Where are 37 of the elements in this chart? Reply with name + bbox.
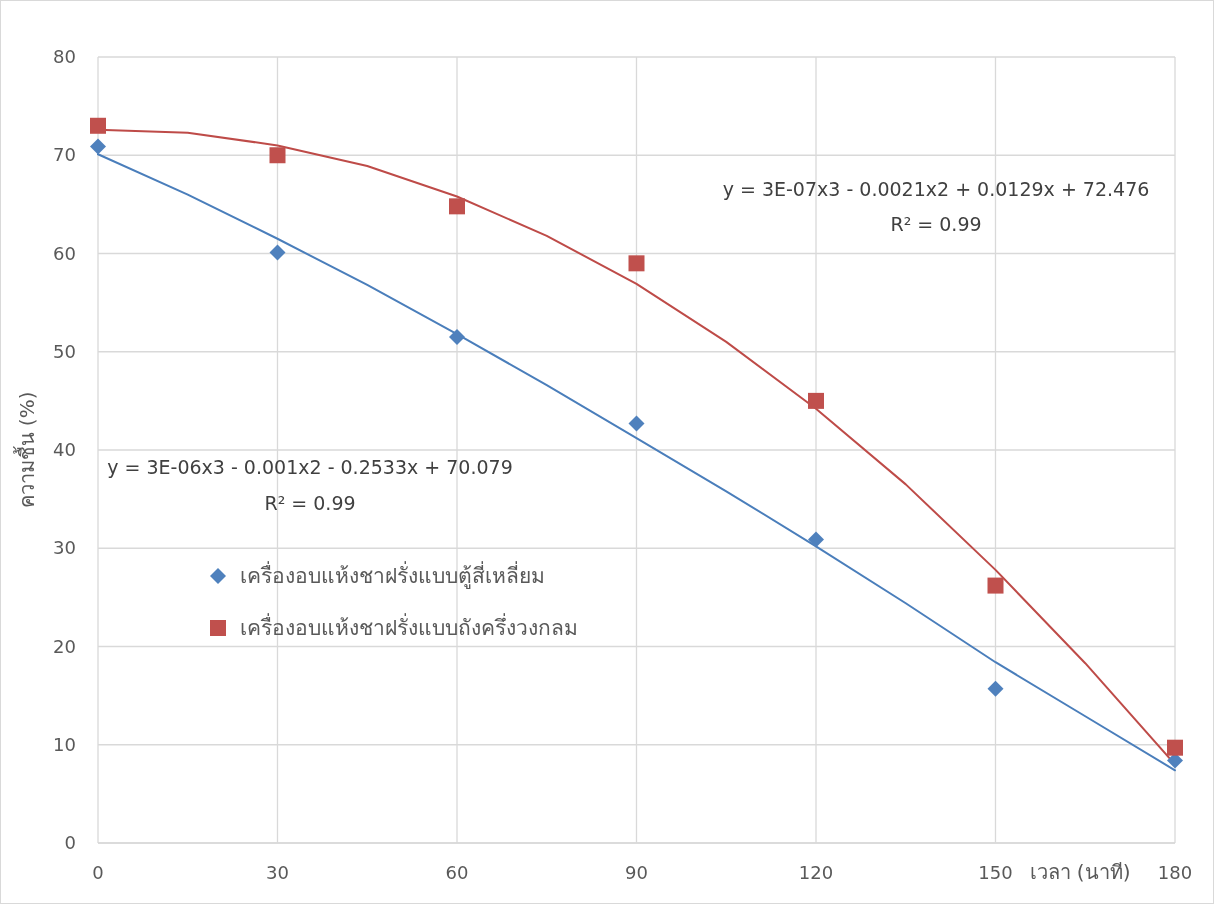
legend-label: เครื่องอบแห้งชาฝรั่งแบบตู้สี่เหลี่ยม xyxy=(240,561,545,589)
point xyxy=(90,138,106,155)
point xyxy=(987,577,1004,594)
point xyxy=(628,415,645,432)
y-tick-label: 10 xyxy=(53,733,76,755)
annotation: R² = 0.99 xyxy=(264,492,356,514)
x-axis-title: เวลา (นาที) xyxy=(1029,860,1131,884)
y-tick-label: 30 xyxy=(53,537,76,559)
point xyxy=(628,255,645,272)
point xyxy=(449,198,465,215)
x-tick-label: 120 xyxy=(798,862,834,883)
x-tick-label: 0 xyxy=(92,862,104,883)
annotation: R² = 0.99 xyxy=(890,213,982,235)
y-tick-label: 0 xyxy=(64,832,76,853)
point xyxy=(449,329,465,346)
y-tick-label: 20 xyxy=(53,635,76,657)
annotation: y = 3E-06x3 - 0.001x2 - 0.2533x + 70.079 xyxy=(107,456,513,478)
annotation: y = 3E-07x3 - 0.0021x2 + 0.0129x + 72.476 xyxy=(722,178,1150,200)
x-tick-label: 90 xyxy=(625,862,648,883)
y-tick-label: 80 xyxy=(53,46,76,67)
x-tick-label: 30 xyxy=(266,862,289,883)
point xyxy=(269,147,286,164)
x-tick-label: 60 xyxy=(445,862,469,883)
x-tick-label: 180 xyxy=(1157,862,1193,883)
legend-label: เครื่องอบแห้งชาฝรั่งแบบถังครึ่งวงกลม xyxy=(240,613,578,640)
y-tick-label: 50 xyxy=(53,340,76,362)
point xyxy=(1167,739,1183,756)
y-tick-label: 40 xyxy=(53,439,76,460)
point xyxy=(90,117,106,134)
point xyxy=(987,680,1004,697)
x-tick-label: 150 xyxy=(978,862,1013,883)
y-tick-label: 60 xyxy=(53,242,76,264)
point xyxy=(269,244,286,261)
y-axis-title: ความชื้น (%) xyxy=(13,391,39,509)
point xyxy=(808,531,824,548)
y-tick-label: 70 xyxy=(53,144,76,166)
point xyxy=(808,392,824,409)
